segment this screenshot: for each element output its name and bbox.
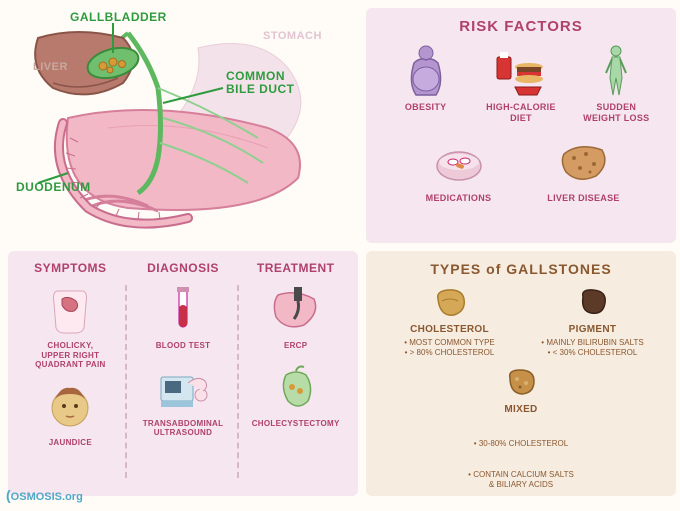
type-name: CHOLESTEROL [380,324,520,335]
item-label: TRANSABDOMINAL ULTRASOUND [131,419,236,438]
item-label: BLOOD TEST [131,341,236,351]
risk-title: RISK FACTORS [378,18,664,35]
risk-factors-panel: RISK FACTORS OBESITY HIGH-CALORIE DIET S… [366,8,676,243]
column-title: SYMPTOMS [18,261,123,275]
item-label: JAUNDICE [18,438,123,448]
label-common-bile-duct: COMMON BILE DUCT [226,70,295,96]
diagnosis-column: DIAGNOSIS BLOOD TEST TRANSABDOMINAL ULTR… [127,261,240,486]
type-bullets: MAINLY BILIRUBIN SALTS < 30% CHOLESTEROL [523,338,663,359]
thin-person-icon [586,43,646,98]
risk-item-medications: MEDICATIONS [411,134,506,204]
anatomy-panel: GALLBLADDER LIVER STOMACH COMMON BILE DU… [8,8,358,243]
risk-label: HIGH-CALORIE DIET [473,102,568,124]
type-name: MIXED [378,404,664,415]
risk-item-liverdisease: LIVER DISEASE [536,134,631,204]
types-panel: TYPES of GALLSTONES CHOLESTEROL MOST COM… [366,251,676,496]
pigment-stone-icon [573,285,613,320]
mixed-stone-icon [501,365,541,400]
cholesterol-stone-icon [430,285,470,320]
ercp-icon [266,283,326,338]
label-stomach: STOMACH [263,30,322,42]
ultrasound-icon [153,361,213,416]
column-title: TREATMENT [243,261,348,275]
treatment-column: TREATMENT ERCP CHOLECYSTECTOMY [239,261,352,486]
label-duodenum: DUODENUM [16,180,91,194]
food-icon [491,43,551,98]
risk-label: OBESITY [378,102,473,113]
risk-label: MEDICATIONS [411,193,506,204]
types-title: TYPES of GALLSTONES [378,261,664,277]
jaundice-face-icon [40,380,100,435]
anatomy-illustration [8,8,358,243]
cholecystectomy-icon [266,361,326,416]
type-bullets: 30-80% CHOLESTEROL CONTAIN CALCIUM SALTS… [378,418,664,511]
risk-item-weightloss: SUDDEN WEIGHT LOSS [569,43,664,124]
item-label: CHOLECYSTECTOMY [243,419,348,429]
type-mixed: MIXED 30-80% CHOLESTEROL CONTAIN CALCIUM… [378,365,664,511]
symptoms-column: SYMPTOMS CHOLICKY, UPPER RIGHT QUADRANT … [14,261,127,486]
diseased-liver-icon [554,134,614,189]
blood-test-icon [153,283,213,338]
risk-label: LIVER DISEASE [536,193,631,204]
item-label: CHOLICKY, UPPER RIGHT QUADRANT PAIN [18,341,123,370]
torso-pain-icon [40,283,100,338]
obesity-icon [396,43,456,98]
risk-item-diet: HIGH-CALORIE DIET [473,43,568,124]
risk-item-obesity: OBESITY [378,43,473,124]
type-pigment: PIGMENT MAINLY BILIRUBIN SALTS < 30% CHO… [523,285,663,359]
clinical-panel: SYMPTOMS CHOLICKY, UPPER RIGHT QUADRANT … [8,251,358,496]
type-cholesterol: CHOLESTEROL MOST COMMON TYPE > 80% CHOLE… [380,285,520,359]
type-bullets: MOST COMMON TYPE > 80% CHOLESTEROL [380,338,520,359]
watermark: OSMOSIS.org [6,487,83,503]
label-gallbladder: GALLBLADDER [70,10,167,24]
pills-icon [429,134,489,189]
column-title: DIAGNOSIS [131,261,236,275]
type-name: PIGMENT [523,324,663,335]
risk-label: SUDDEN WEIGHT LOSS [569,102,664,124]
label-liver: LIVER [33,61,68,73]
item-label: ERCP [243,341,348,351]
